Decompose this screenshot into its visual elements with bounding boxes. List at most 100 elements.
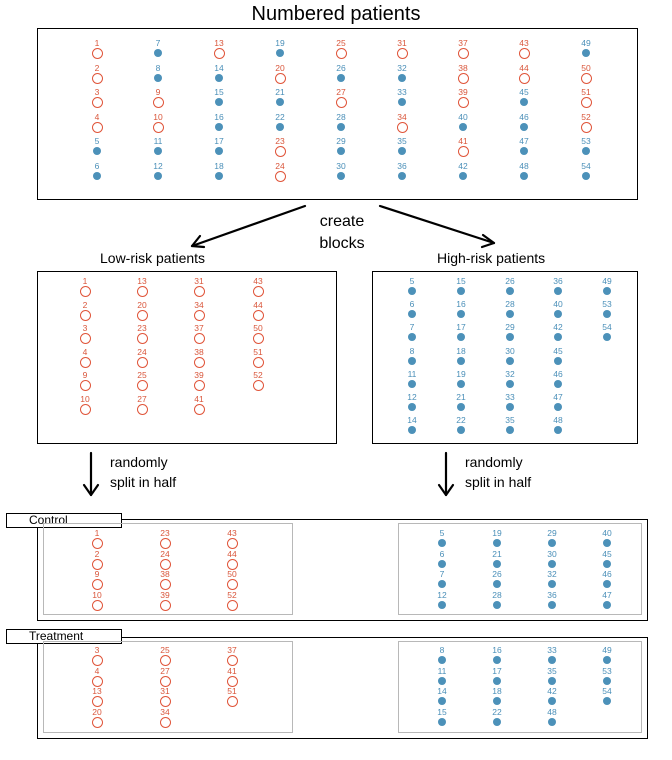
patient-number: 48 [547,706,557,717]
patient-number: 10 [153,111,163,122]
patient-28: 28 [329,112,353,131]
patient-22: 22 [268,112,292,131]
patient-number: 53 [602,665,612,676]
patient-number: 9 [155,87,161,98]
patient-number: 36 [397,161,407,171]
create-blocks-line-2: blocks [319,235,365,252]
patient-33: 33 [540,645,564,664]
patient-51: 51 [574,87,598,109]
high-risk-marker [398,147,406,156]
patient-number: 41 [194,393,204,404]
high-risk-marker [154,172,162,180]
patient-number: 15 [437,706,447,717]
high-risk-marker [438,697,446,705]
patient-number: 10 [80,393,90,404]
high-risk-marker [276,98,284,107]
patient-54: 54 [574,161,598,180]
patient-25: 25 [153,645,177,666]
patient-7: 7 [430,569,454,588]
control-high-panel [398,523,642,615]
low-risk-marker [91,599,103,611]
patient-number: 33 [505,392,515,402]
low-risk-marker [136,286,148,297]
patient-29: 29 [498,322,522,342]
arrow-to-high-risk [378,204,496,249]
high-risk-box [372,271,638,444]
patient-number: 34 [160,706,170,717]
high-risk-marker [548,600,556,609]
low-risk-marker [136,309,148,321]
diagram-title: Numbered patients [251,3,421,25]
patient-16: 16 [449,299,473,319]
patient-number: 19 [456,368,466,379]
patient-number: 33 [547,645,557,655]
high-risk-marker [506,403,514,411]
low-risk-marker [79,286,91,297]
high-risk-marker [493,697,501,705]
patient-11: 11 [146,136,170,156]
patient-number: 5 [439,528,445,538]
patient-54: 54 [595,322,619,342]
patient-16: 16 [485,645,509,664]
low-risk-marker [152,121,164,133]
patient-10: 10 [73,394,97,415]
low-risk-marker [335,97,347,109]
high-risk-marker [582,172,590,180]
treatment-box [37,637,648,739]
patient-4: 4 [85,666,109,687]
patient-number: 22 [275,111,285,122]
patient-19: 19 [449,369,473,388]
patient-number: 49 [581,38,591,48]
patient-number: 29 [505,322,515,333]
patient-18: 18 [207,161,231,180]
patient-number: 21 [275,87,285,98]
patient-number: 52 [227,589,237,600]
patient-number: 13 [214,38,224,48]
patient-number: 45 [519,87,529,98]
low-risk-marker [91,97,103,109]
patient-2: 2 [85,549,109,570]
patient-46: 46 [595,569,619,588]
patient-number: 14 [437,686,447,696]
high-risk-marker [520,172,528,180]
low-risk-marker [226,655,238,666]
patient-48: 48 [512,161,536,180]
patient-20: 20 [85,707,109,728]
patient-31: 31 [153,686,177,707]
low-risk-marker [136,403,148,415]
high-risk-marker [408,426,416,435]
patient-number: 44 [253,299,263,310]
low-risk-marker [518,72,530,84]
low-risk-marker [159,599,171,611]
low-risk-marker [91,538,103,549]
numbered-patients-box [37,28,638,200]
low-risk-marker [79,333,91,344]
low-risk-heading: Low-risk patients [100,250,206,266]
low-risk-marker [91,696,103,707]
patient-number: 3 [94,87,100,98]
high-risk-marker [459,122,467,131]
patient-number: 48 [519,161,529,171]
low-risk-marker [213,48,225,59]
patient-2: 2 [73,300,97,321]
patient-23: 23 [153,528,177,549]
patient-4: 4 [73,347,97,368]
high-risk-marker [457,379,465,388]
patient-number: 45 [602,548,612,559]
patient-number: 10 [92,589,102,600]
patient-number: 6 [94,161,100,171]
high-risk-marker [408,287,416,295]
arrow-to-low-risk [190,204,307,249]
high-risk-marker [603,600,611,609]
patient-number: 36 [547,589,557,600]
patient-number: 46 [519,111,529,122]
patient-number: 2 [94,62,100,73]
patient-45: 45 [546,346,570,365]
patient-number: 13 [92,686,102,696]
high-risk-marker [554,310,562,319]
patient-53: 53 [595,666,619,685]
low-risk-marker [91,72,103,84]
patient-number: 2 [94,548,100,559]
patient-46: 46 [512,112,536,131]
patient-10: 10 [146,112,170,133]
